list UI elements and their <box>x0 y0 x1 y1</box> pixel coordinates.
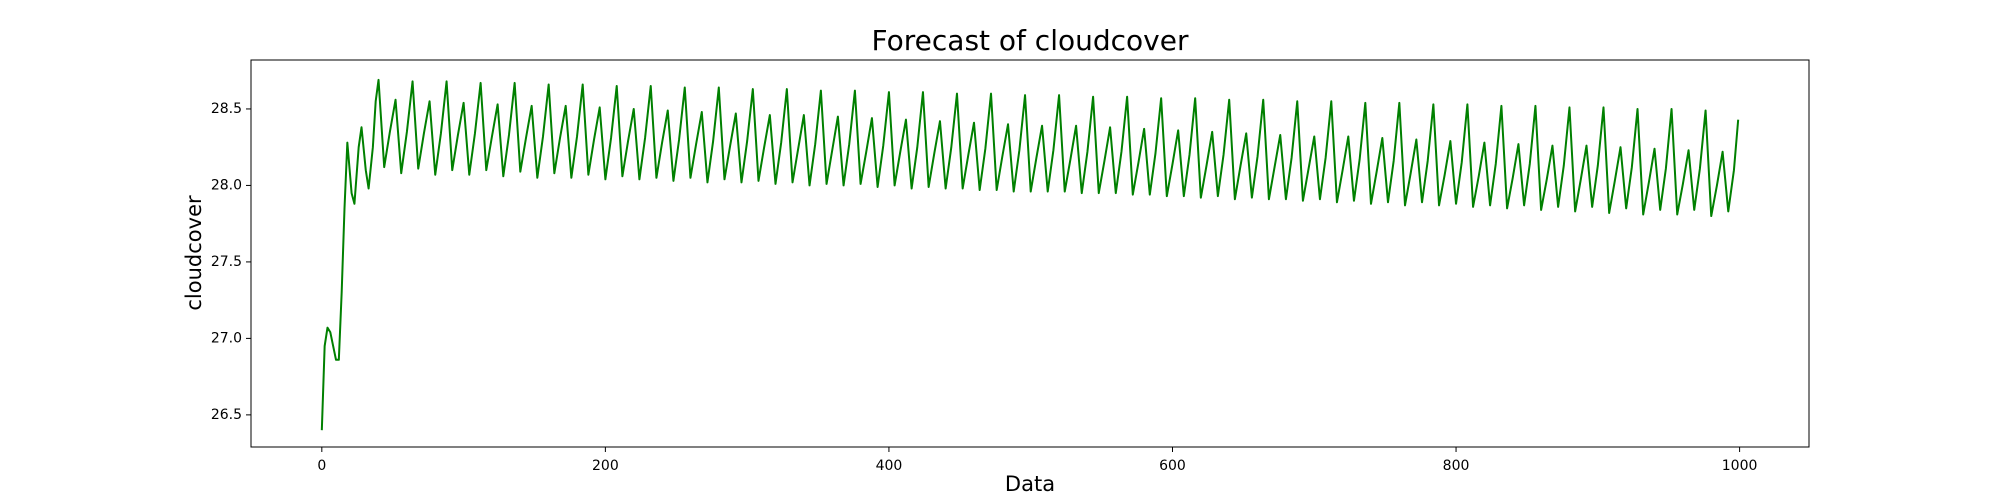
y-axis-label: cloudcover <box>182 195 206 311</box>
x-axis-label: Data <box>1005 472 1055 496</box>
x-tick-label: 0 <box>317 458 326 474</box>
y-tick-label: 27.0 <box>211 330 242 346</box>
x-tick-label: 800 <box>1443 458 1470 474</box>
chart-title: Forecast of cloudcover <box>872 24 1189 57</box>
x-tick-label: 400 <box>876 458 903 474</box>
y-tick-label: 26.5 <box>211 407 242 423</box>
plot-frame <box>250 59 1810 448</box>
y-tick-label: 27.5 <box>211 254 242 270</box>
data-line <box>320 78 1740 431</box>
y-tick-label: 28.5 <box>211 101 242 117</box>
x-tick-label: 200 <box>592 458 619 474</box>
y-tick-label: 28.0 <box>211 177 242 193</box>
x-tick-label: 1000 <box>1722 458 1758 474</box>
x-tick-label: 600 <box>1159 458 1186 474</box>
